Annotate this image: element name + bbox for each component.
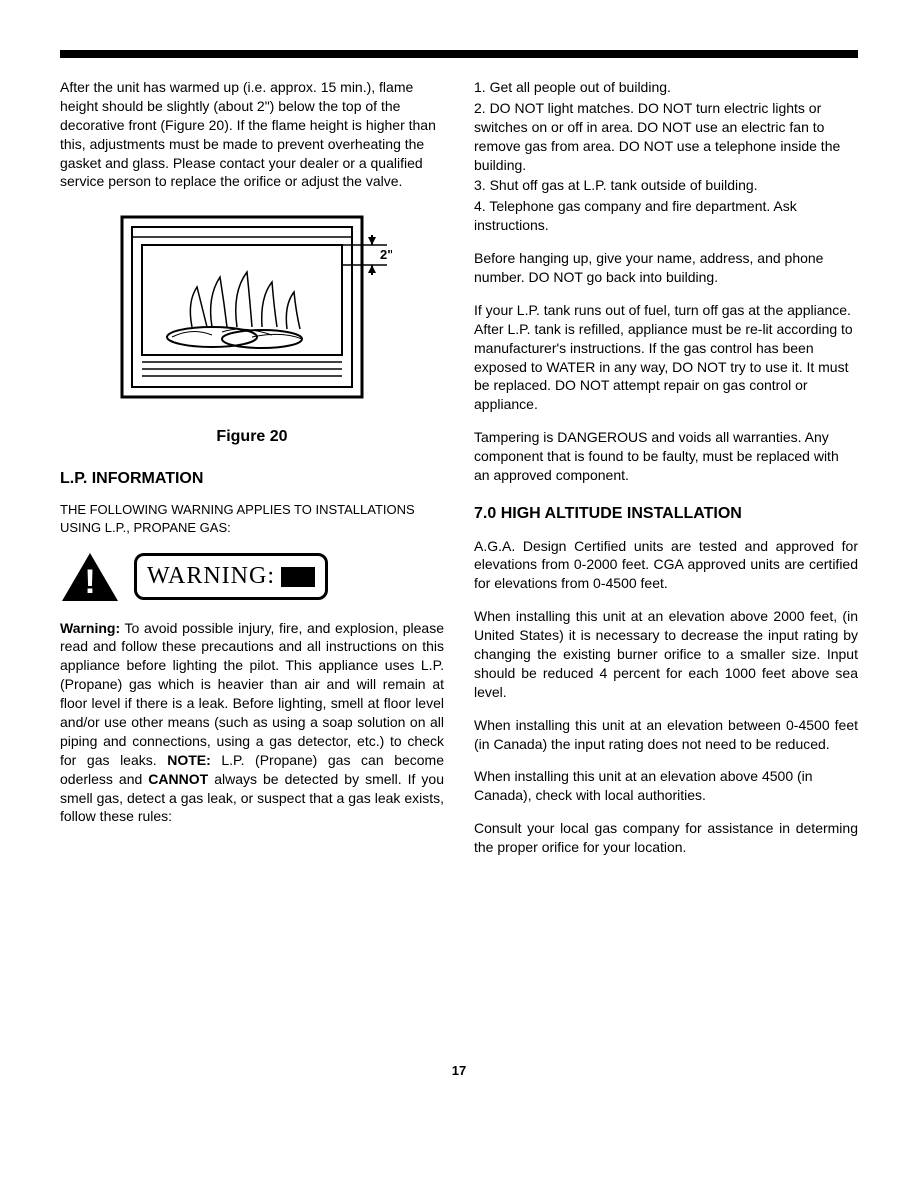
lp-subtext: THE FOLLOWING WARNING APPLIES TO INSTALL… [60,501,444,536]
rule-2: 2. DO NOT light matches. DO NOT turn ele… [474,99,858,175]
para-above-2000: When installing this unit at an elevatio… [474,607,858,701]
warning-prefix: Warning: [60,620,120,636]
intro-paragraph: After the unit has warmed up (i.e. appro… [60,78,444,191]
note-prefix: NOTE: [167,752,211,768]
left-column: After the unit has warmed up (i.e. appro… [60,78,444,871]
warning-text: WARNING: [147,560,275,592]
para-lp-tank: If your L.P. tank runs out of fuel, turn… [474,301,858,414]
fireplace-diagram: 2" [112,207,392,407]
dimension-label: 2" [380,247,392,262]
warning-graphic-row: ! WARNING: [60,551,444,603]
figure-20: 2" Figure 20 [60,207,444,447]
cannot-text: CANNOT [148,771,208,787]
warning-black-block [281,567,315,587]
page-top-rule [60,50,858,58]
warning-label-box: WARNING: [134,553,328,599]
warning-triangle-icon: ! [60,551,120,603]
para-before-hanging: Before hanging up, give your name, addre… [474,249,858,287]
section-7-heading: 7.0 HIGH ALTITUDE INSTALLATION [474,503,858,525]
right-column: 1. Get all people out of building. 2. DO… [474,78,858,871]
rule-3: 3. Shut off gas at L.P. tank outside of … [474,176,858,195]
content-columns: After the unit has warmed up (i.e. appro… [60,78,858,871]
para-above-4500: When installing this unit at an elevatio… [474,767,858,805]
figure-caption: Figure 20 [60,426,444,448]
para-consult: Consult your local gas company for assis… [474,819,858,857]
page-number: 17 [0,1063,918,1078]
warning-paragraph: Warning: To avoid possible injury, fire,… [60,619,444,827]
para-tampering: Tampering is DANGEROUS and voids all war… [474,428,858,485]
lp-info-heading: L.P. INFORMATION [60,468,444,490]
rules-list: 1. Get all people out of building. 2. DO… [474,78,858,235]
para-aga: A.G.A. Design Certified units are tested… [474,537,858,594]
svg-text:!: ! [84,563,95,601]
rule-1: 1. Get all people out of building. [474,78,858,97]
warning-body: To avoid possible injury, fire, and expl… [60,620,444,768]
rule-4: 4. Telephone gas company and fire depart… [474,197,858,235]
para-0-4500: When installing this unit at an elevatio… [474,716,858,754]
